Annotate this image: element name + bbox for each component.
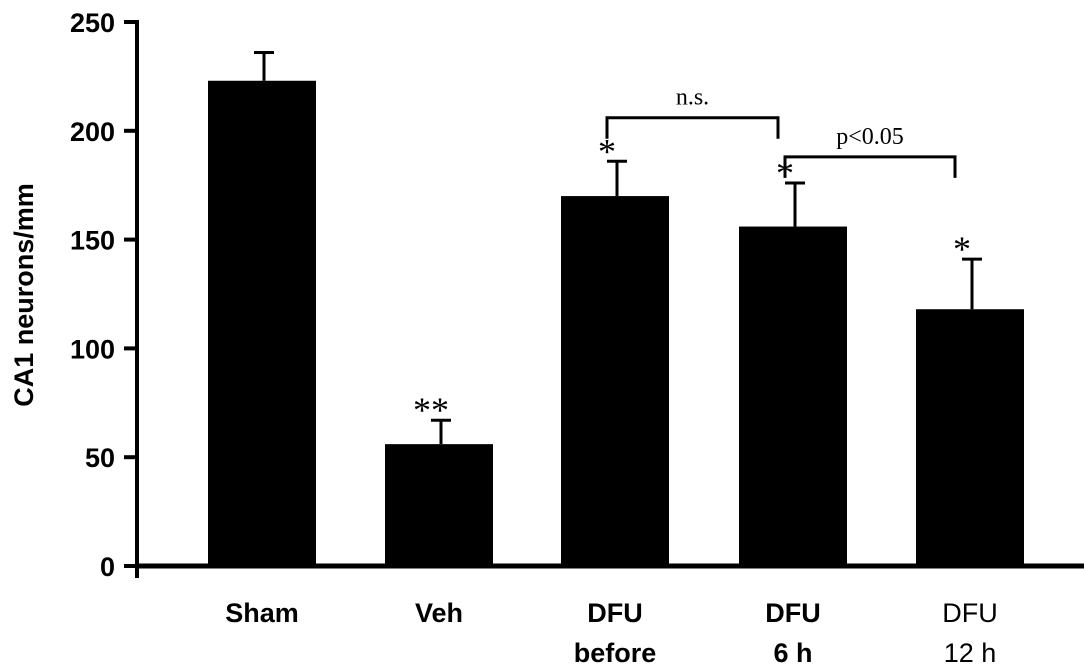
- category-label: DFU: [587, 598, 643, 628]
- category-label: 12 h: [944, 638, 997, 664]
- bar: [916, 309, 1024, 566]
- y-tick-label: 0: [100, 552, 115, 582]
- y-tick-label: 100: [70, 334, 115, 364]
- category-label: DFU: [765, 598, 821, 628]
- category-label: Sham: [225, 598, 299, 628]
- significance-mark: *: [953, 229, 971, 269]
- comparison-brackets-group: n.s. p<0.05: [605, 85, 957, 178]
- error-bars-group: [254, 50, 982, 445]
- y-tick-label: 200: [70, 117, 115, 147]
- category-label: 6 h: [773, 638, 812, 664]
- category-labels-group: Sham Veh DFU before DFU 6 h DFU 12 h: [225, 598, 998, 664]
- y-tick-label: 250: [70, 8, 115, 38]
- comparison-label: p<0.05: [836, 124, 904, 150]
- significance-marks-group: *****: [413, 131, 971, 430]
- y-tick-label: 50: [85, 443, 115, 473]
- comparison-label: n.s.: [676, 85, 709, 111]
- category-label: DFU: [942, 598, 998, 628]
- y-tick-label: 150: [70, 226, 115, 256]
- significance-mark: *: [598, 131, 616, 171]
- bar: [739, 226, 847, 566]
- y-axis-label: CA1 neurons/mm: [9, 183, 39, 407]
- significance-mark: **: [413, 390, 449, 430]
- category-label: Veh: [415, 598, 463, 628]
- y-axis: 0 50 100 150 200 250: [70, 8, 139, 582]
- bar: [208, 80, 316, 566]
- bars-group: [208, 80, 1024, 566]
- bar: [561, 196, 669, 566]
- comparison-bracket: [605, 116, 780, 139]
- bar: [385, 444, 493, 566]
- comparison-bracket: [783, 155, 957, 178]
- category-label: before: [574, 638, 657, 664]
